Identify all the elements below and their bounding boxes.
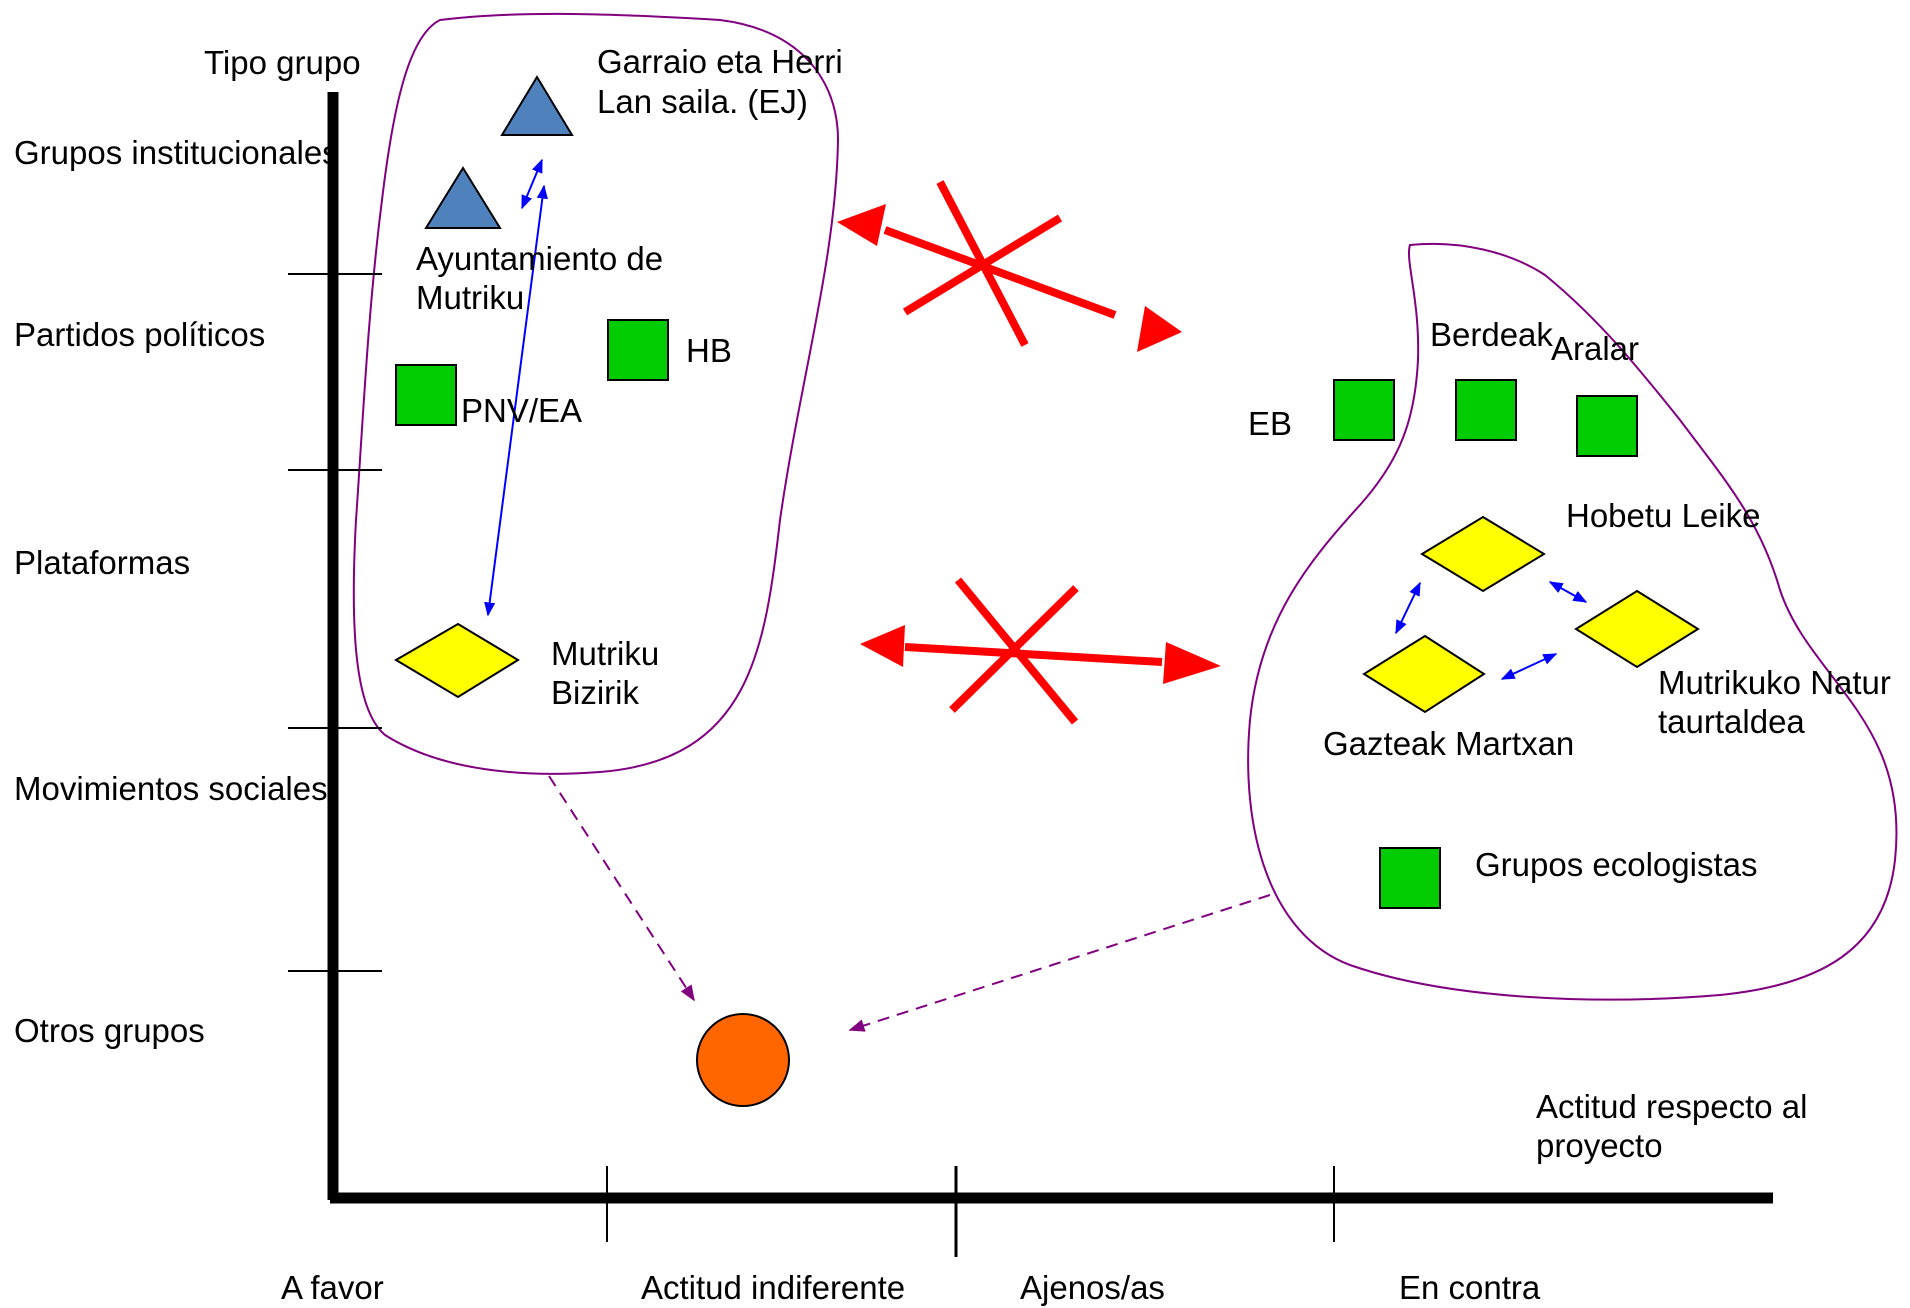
alliance-arrow: [1395, 581, 1421, 635]
square-node-hb: [607, 319, 669, 381]
x-category-indiferente: Actitud indiferente: [641, 1269, 905, 1306]
square-node-aralar: [1576, 395, 1638, 457]
conflict-arrow-head-right: [1137, 306, 1182, 352]
alliance-arrow: [1548, 581, 1588, 603]
label-ecologistas: Grupos ecologistas: [1475, 846, 1757, 883]
conflict-arrow-head-left: [860, 625, 905, 667]
square-node-eb: [1333, 379, 1395, 441]
label-aralar: Aralar: [1551, 330, 1639, 367]
square-node-pnv: [395, 364, 457, 426]
x-category-ajenos: Ajenos/as: [1020, 1269, 1165, 1306]
y-axis-title: Tipo grupo: [204, 44, 361, 81]
label-hobetu: Hobetu Leike: [1566, 497, 1760, 534]
y-category-partidos: Partidos políticos: [14, 316, 265, 353]
y-category-institucionales: Grupos institucionales: [14, 134, 339, 171]
triangle-node-ayuntamiento: [424, 166, 502, 229]
triangle-node-garraio: [500, 75, 574, 136]
label-gazteak: Gazteak Martxan: [1323, 725, 1574, 762]
y-category-plataformas: Plataformas: [14, 544, 190, 581]
label-garraio-line1: Garraio eta Herri: [597, 43, 843, 80]
diamond-node-mutrikuko: [1574, 589, 1700, 669]
label-mutrikuko-line2: taurtaldea: [1658, 703, 1805, 740]
influence-arrow: [848, 894, 1271, 1032]
label-eb: EB: [1248, 405, 1292, 442]
y-category-otros: Otros grupos: [14, 1012, 205, 1049]
pro-project-group-outline: [352, 12, 840, 775]
label-mutrikuko-line1: Mutrikuko Natur: [1658, 664, 1891, 701]
x-axis-title-line2: proyecto: [1536, 1127, 1663, 1164]
alliance-arrow: [484, 184, 548, 617]
square-node-ecologistas: [1379, 847, 1441, 909]
diamond-node-hobetu: [1420, 515, 1546, 593]
alliance-arrow: [1500, 653, 1558, 680]
alliance-arrow: [521, 158, 543, 210]
diamond-node-mutriku-bizirik: [394, 622, 520, 699]
conflict-arrow-top: [883, 226, 1117, 319]
y-category-movimientos: Movimientos sociales: [14, 770, 328, 807]
label-garraio-line2: Lan saila. (EJ): [597, 83, 808, 120]
square-node-berdeak: [1455, 379, 1517, 441]
label-berdeak: Berdeak: [1430, 316, 1553, 353]
conflict-cross-stroke: [949, 585, 1079, 713]
label-mutriku-bizirik-line2: Bizirik: [551, 674, 639, 711]
label-mutriku-bizirik-line1: Mutriku: [551, 635, 659, 672]
x-category-a-favor: A favor: [281, 1269, 384, 1306]
conflict-arrow-head-left: [837, 204, 886, 246]
diamond-node-gazteak: [1362, 634, 1486, 714]
x-axis-title-line1: Actitud respecto al: [1536, 1088, 1807, 1125]
circle-node-otros: [696, 1013, 790, 1107]
conflict-arrow-bottom: [904, 643, 1163, 666]
label-hb: HB: [686, 332, 732, 369]
against-project-group-outline: [1247, 242, 1898, 1001]
label-pnv: PNV/EA: [461, 392, 582, 429]
conflict-arrow-head-right: [1163, 642, 1221, 684]
label-ayuntamiento-line2: Mutriku: [416, 279, 524, 316]
influence-arrow: [548, 775, 695, 1002]
label-ayuntamiento-line1: Ayuntamiento de: [416, 240, 663, 277]
conflict-cross-stroke: [902, 214, 1063, 316]
x-category-en-contra: En contra: [1399, 1269, 1541, 1306]
